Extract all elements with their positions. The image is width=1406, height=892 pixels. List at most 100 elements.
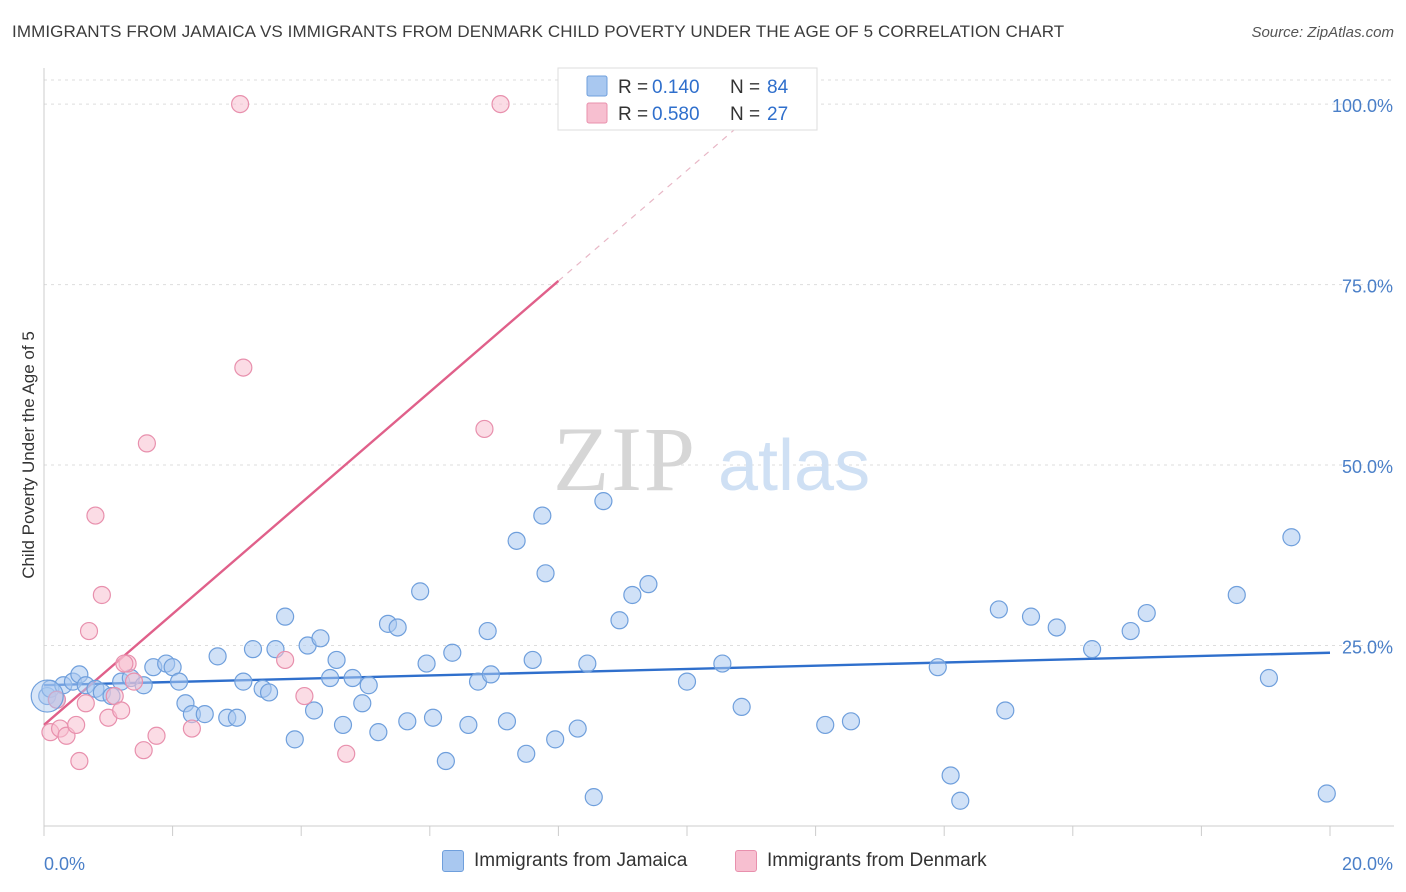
bottom-legend-jamaica-label: Immigrants from Jamaica [474, 850, 688, 871]
point-denmark [79, 621, 99, 641]
point-jamaica [234, 672, 253, 691]
watermark-zip: ZIP [553, 408, 697, 510]
point-denmark [137, 434, 156, 453]
point-jamaica [304, 701, 324, 720]
point-jamaica [497, 712, 517, 731]
point-jamaica [478, 621, 497, 641]
point-denmark [491, 94, 510, 114]
legend-r-label-jamaica: R = [618, 77, 648, 98]
point-jamaica [639, 575, 658, 594]
point-denmark [337, 744, 356, 763]
point-jamaica [388, 618, 407, 637]
point-jamaica [594, 492, 613, 511]
point-denmark [86, 506, 105, 525]
watermark: ZIP atlas [553, 408, 870, 510]
point-jamaica [623, 585, 642, 605]
point-denmark [115, 654, 134, 673]
point-jamaica [1121, 621, 1140, 641]
point-denmark [92, 585, 111, 605]
point-jamaica [533, 506, 552, 525]
trend-line-denmark-extension [558, 103, 765, 282]
point-jamaica [578, 654, 597, 673]
point-denmark [276, 650, 295, 670]
point-jamaica [243, 640, 263, 659]
chart-source: Source: ZipAtlas.com [1251, 24, 1394, 41]
point-jamaica [584, 788, 603, 807]
point-denmark [112, 701, 131, 720]
point-jamaica [568, 719, 587, 738]
legend-n-value-denmark: 27 [767, 104, 788, 125]
point-jamaica [610, 611, 629, 630]
point-jamaica-cluster [30, 679, 64, 713]
trend-layer [43, 103, 1331, 726]
legend-swatch-denmark [586, 102, 608, 124]
point-jamaica [951, 791, 970, 810]
point-jamaica [816, 715, 835, 735]
point-denmark [76, 694, 95, 713]
bottom-legend-jamaica[interactable]: Immigrants from Jamaica [442, 850, 687, 872]
y-axis-label: Child Poverty Under the Age of 5 [19, 331, 38, 579]
denmark-swatch-icon [735, 850, 757, 872]
point-jamaica [343, 668, 362, 688]
point-jamaica [333, 715, 353, 735]
point-jamaica [417, 654, 436, 673]
point-jamaica [459, 715, 478, 735]
x-tick-label-max: 20.0% [1342, 854, 1393, 874]
point-jamaica [517, 744, 536, 763]
x-tick-label-min: 0.0% [44, 854, 85, 874]
point-jamaica [195, 705, 214, 724]
point-denmark [234, 358, 253, 377]
point-denmark [147, 726, 166, 745]
stats-legend: R = 0.140 N = 84 R = 0.580 N = 27 [557, 67, 818, 131]
trend-line-jamaica [43, 651, 1331, 687]
bottom-legend-denmark[interactable]: Immigrants from Denmark [735, 850, 987, 872]
point-jamaica [285, 730, 304, 749]
point-jamaica [1021, 607, 1041, 626]
point-denmark [70, 751, 89, 771]
point-denmark [134, 741, 153, 760]
point-jamaica [443, 643, 462, 662]
point-jamaica [1047, 618, 1066, 637]
legend-r-label-denmark: R = [618, 104, 648, 125]
point-jamaica [941, 766, 960, 785]
point-denmark [231, 94, 250, 114]
point-jamaica [713, 654, 732, 673]
point-jamaica [507, 531, 526, 550]
point-jamaica [411, 582, 430, 601]
point-jamaica [732, 697, 751, 716]
point-jamaica [311, 629, 330, 648]
point-jamaica [546, 730, 565, 749]
point-denmark [295, 686, 314, 706]
legend-r-value-denmark: 0.580 [652, 104, 700, 125]
point-jamaica [523, 650, 542, 670]
point-jamaica [996, 701, 1015, 720]
legend-n-value-jamaica: 84 [767, 77, 789, 98]
y-tick-labels: 25.0% 50.0% 75.0% 100.0% [1332, 96, 1393, 657]
point-denmark [67, 715, 86, 735]
point-jamaica [841, 712, 861, 731]
legend-r-value-jamaica: 0.140 [652, 77, 700, 98]
y-tick-label: 25.0% [1342, 638, 1393, 658]
point-jamaica [227, 708, 246, 727]
chart-title: IMMIGRANTS FROM JAMAICA VS IMMIGRANTS FR… [12, 22, 1065, 41]
watermark-atlas: atlas [718, 426, 870, 506]
point-jamaica [928, 658, 947, 677]
legend-n-label-denmark: N = [730, 104, 760, 125]
point-jamaica [169, 672, 189, 691]
point-jamaica [321, 668, 340, 688]
point-denmark [475, 419, 494, 439]
point-jamaica [1282, 528, 1301, 547]
point-jamaica [989, 600, 1008, 619]
point-jamaica [276, 607, 295, 626]
point-jamaica [436, 751, 455, 771]
point-jamaica [208, 647, 227, 666]
legend-n-label-jamaica: N = [730, 77, 760, 98]
y-tick-label: 50.0% [1342, 457, 1393, 477]
trend-line-denmark [43, 280, 560, 726]
y-tick-label: 100.0% [1332, 96, 1393, 116]
point-jamaica [1227, 585, 1246, 605]
legend-swatch-jamaica [586, 75, 608, 97]
point-jamaica [398, 712, 417, 731]
bottom-legend-denmark-label: Immigrants from Denmark [767, 850, 987, 871]
point-jamaica [259, 683, 279, 702]
